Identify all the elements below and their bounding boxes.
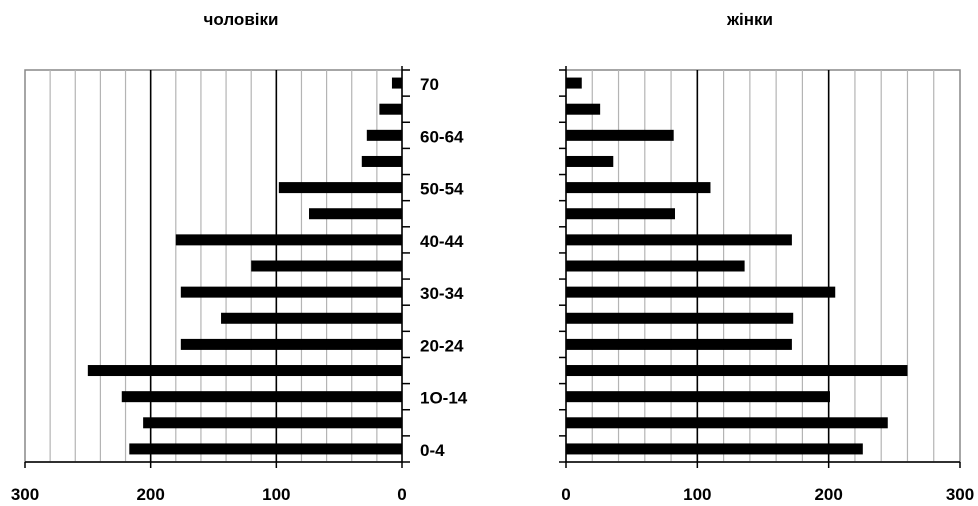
- x-tick-label: 0: [561, 485, 570, 504]
- x-tick-label: 300: [11, 485, 39, 504]
- bar: [566, 182, 711, 194]
- bar: [566, 443, 863, 455]
- bar: [129, 443, 402, 455]
- bar: [566, 129, 674, 141]
- bar: [143, 417, 403, 429]
- male-panel: 0 100 200 300 0-4 1О-14 20-24 30-34 40-44 50-54 60…: [11, 66, 468, 504]
- bar: [566, 234, 792, 246]
- category-label: 70: [420, 75, 439, 94]
- female-panel: 0 100 200 300: [559, 66, 974, 504]
- bar: [566, 103, 601, 115]
- bar: [180, 286, 402, 298]
- category-label: 60-64: [420, 127, 464, 146]
- bar: [566, 417, 888, 429]
- bar: [361, 155, 402, 167]
- bar: [87, 365, 402, 377]
- bar: [566, 77, 582, 89]
- bar: [175, 234, 402, 246]
- category-label: 50-54: [420, 180, 464, 199]
- female-title: жінки: [726, 10, 773, 29]
- bar: [566, 286, 836, 298]
- bar: [566, 365, 908, 377]
- category-label: 20-24: [420, 336, 464, 355]
- x-tick-label: 100: [262, 485, 290, 504]
- x-tick-label: 100: [683, 485, 711, 504]
- x-tick-label: 300: [946, 485, 974, 504]
- category-label: 30-34: [420, 284, 464, 303]
- bar: [391, 77, 402, 89]
- bar: [180, 338, 402, 350]
- bar: [278, 182, 402, 194]
- bar: [309, 208, 402, 220]
- category-label: 40-44: [420, 232, 464, 251]
- bar: [121, 391, 402, 403]
- bar: [566, 208, 676, 220]
- bar: [366, 129, 402, 141]
- bar: [566, 338, 792, 350]
- x-tick-label: 0: [397, 485, 406, 504]
- category-label: 1О-14: [420, 389, 468, 408]
- bar: [566, 260, 745, 272]
- male-title: чоловіки: [204, 10, 279, 29]
- x-tick-label: 200: [814, 485, 842, 504]
- category-label: 0-4: [420, 441, 445, 460]
- bar: [221, 312, 402, 324]
- bar: [566, 391, 830, 403]
- bar: [566, 312, 794, 324]
- bar: [251, 260, 402, 272]
- x-tick-label: 200: [136, 485, 164, 504]
- bar: [566, 155, 614, 167]
- bar: [379, 103, 402, 115]
